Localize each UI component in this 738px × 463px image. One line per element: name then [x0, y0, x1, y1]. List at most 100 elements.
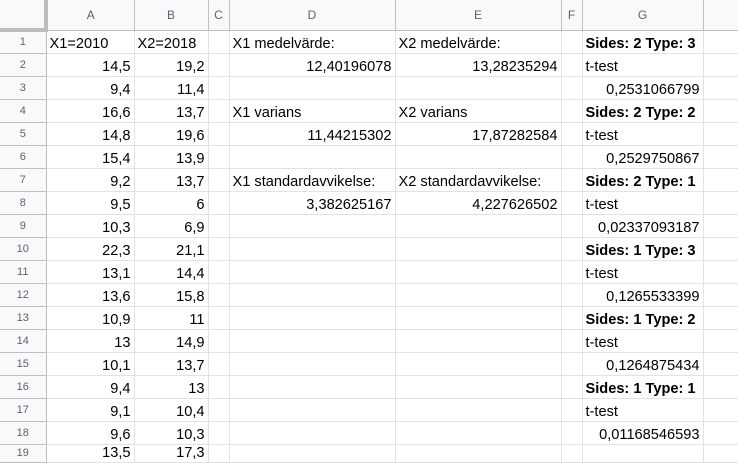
cell-e5[interactable]: 17,87282584 — [395, 122, 562, 146]
cell-overflow[interactable] — [703, 191, 738, 215]
cell-b8[interactable]: 6 — [134, 191, 209, 215]
cell-d7[interactable]: X1 standardavvikelse: — [229, 168, 396, 192]
cell-g9[interactable]: 0,02337093187 — [582, 214, 704, 238]
cell-overflow[interactable] — [703, 214, 738, 238]
cell-c2[interactable] — [208, 53, 230, 77]
cell-a8[interactable]: 9,5 — [46, 191, 135, 215]
cell-f7[interactable] — [561, 168, 583, 192]
cell-f3[interactable] — [561, 76, 583, 100]
row-header[interactable]: 8 — [0, 191, 47, 215]
column-header-a[interactable]: A — [46, 0, 135, 31]
cell-d9[interactable] — [229, 214, 396, 238]
cell-b1[interactable]: X2=2018 — [134, 30, 209, 54]
cell-f2[interactable] — [561, 53, 583, 77]
cell-c4[interactable] — [208, 99, 230, 123]
cell-b15[interactable]: 13,7 — [134, 352, 209, 376]
row-header[interactable]: 2 — [0, 53, 47, 77]
cell-f1[interactable] — [561, 30, 583, 54]
cell-f11[interactable] — [561, 260, 583, 284]
cell-b19[interactable]: 17,3 — [134, 444, 209, 463]
cell-g11[interactable]: t-test — [582, 260, 704, 284]
cell-f6[interactable] — [561, 145, 583, 169]
cell-c10[interactable] — [208, 237, 230, 261]
cell-f17[interactable] — [561, 398, 583, 422]
row-header[interactable]: 11 — [0, 260, 47, 284]
cell-e3[interactable] — [395, 76, 562, 100]
cell-f10[interactable] — [561, 237, 583, 261]
select-all-corner[interactable] — [0, 0, 48, 32]
cell-d1[interactable]: X1 medelvärde: — [229, 30, 396, 54]
row-header[interactable]: 10 — [0, 237, 47, 261]
column-header-g[interactable]: G — [582, 0, 704, 31]
cell-overflow[interactable] — [703, 375, 738, 399]
cell-d4[interactable]: X1 varians — [229, 99, 396, 123]
cell-e19[interactable] — [395, 444, 562, 463]
column-header-overflow[interactable] — [703, 0, 738, 31]
cell-d18[interactable] — [229, 421, 396, 445]
row-header[interactable]: 19 — [0, 444, 47, 463]
cell-f16[interactable] — [561, 375, 583, 399]
cell-g6[interactable]: 0,2529750867 — [582, 145, 704, 169]
row-header[interactable]: 6 — [0, 145, 47, 169]
cell-f18[interactable] — [561, 421, 583, 445]
cell-a15[interactable]: 10,1 — [46, 352, 135, 376]
cell-e18[interactable] — [395, 421, 562, 445]
cell-g12[interactable]: 0,1265533399 — [582, 283, 704, 307]
cell-d10[interactable] — [229, 237, 396, 261]
cell-f4[interactable] — [561, 99, 583, 123]
cell-c8[interactable] — [208, 191, 230, 215]
cell-d16[interactable] — [229, 375, 396, 399]
cell-e7[interactable]: X2 standardavvikelse: — [395, 168, 562, 192]
cell-d19[interactable] — [229, 444, 396, 463]
cell-g1[interactable]: Sides: 2 Type: 3 — [582, 30, 704, 54]
cell-overflow[interactable] — [703, 237, 738, 261]
cell-overflow[interactable] — [703, 329, 738, 353]
cell-e11[interactable] — [395, 260, 562, 284]
cell-d8[interactable]: 3,382625167 — [229, 191, 396, 215]
cell-a12[interactable]: 13,6 — [46, 283, 135, 307]
cell-a6[interactable]: 15,4 — [46, 145, 135, 169]
row-header[interactable]: 12 — [0, 283, 47, 307]
cell-b7[interactable]: 13,7 — [134, 168, 209, 192]
column-header-f[interactable]: F — [561, 0, 583, 31]
cell-c12[interactable] — [208, 283, 230, 307]
cell-overflow[interactable] — [703, 53, 738, 77]
cell-overflow[interactable] — [703, 306, 738, 330]
cell-e4[interactable]: X2 varians — [395, 99, 562, 123]
cell-g4[interactable]: Sides: 2 Type: 2 — [582, 99, 704, 123]
row-header[interactable]: 13 — [0, 306, 47, 330]
column-header-c[interactable]: C — [208, 0, 230, 31]
cell-a10[interactable]: 22,3 — [46, 237, 135, 261]
cell-overflow[interactable] — [703, 99, 738, 123]
cell-overflow[interactable] — [703, 260, 738, 284]
cell-g7[interactable]: Sides: 2 Type: 1 — [582, 168, 704, 192]
cell-e16[interactable] — [395, 375, 562, 399]
cell-f15[interactable] — [561, 352, 583, 376]
cell-f13[interactable] — [561, 306, 583, 330]
cell-e13[interactable] — [395, 306, 562, 330]
cell-f12[interactable] — [561, 283, 583, 307]
row-header[interactable]: 16 — [0, 375, 47, 399]
cell-d13[interactable] — [229, 306, 396, 330]
row-header[interactable]: 15 — [0, 352, 47, 376]
cell-b12[interactable]: 15,8 — [134, 283, 209, 307]
cell-f9[interactable] — [561, 214, 583, 238]
cell-g2[interactable]: t-test — [582, 53, 704, 77]
cell-b11[interactable]: 14,4 — [134, 260, 209, 284]
cell-c1[interactable] — [208, 30, 230, 54]
cell-overflow[interactable] — [703, 352, 738, 376]
cell-e1[interactable]: X2 medelvärde: — [395, 30, 562, 54]
cell-c7[interactable] — [208, 168, 230, 192]
cell-b9[interactable]: 6,9 — [134, 214, 209, 238]
cell-a5[interactable]: 14,8 — [46, 122, 135, 146]
cell-a4[interactable]: 16,6 — [46, 99, 135, 123]
column-header-d[interactable]: D — [229, 0, 396, 31]
row-header[interactable]: 5 — [0, 122, 47, 146]
cell-overflow[interactable] — [703, 168, 738, 192]
cell-d5[interactable]: 11,44215302 — [229, 122, 396, 146]
cell-c3[interactable] — [208, 76, 230, 100]
cell-f5[interactable] — [561, 122, 583, 146]
cell-d12[interactable] — [229, 283, 396, 307]
cell-a11[interactable]: 13,1 — [46, 260, 135, 284]
cell-d2[interactable]: 12,40196078 — [229, 53, 396, 77]
